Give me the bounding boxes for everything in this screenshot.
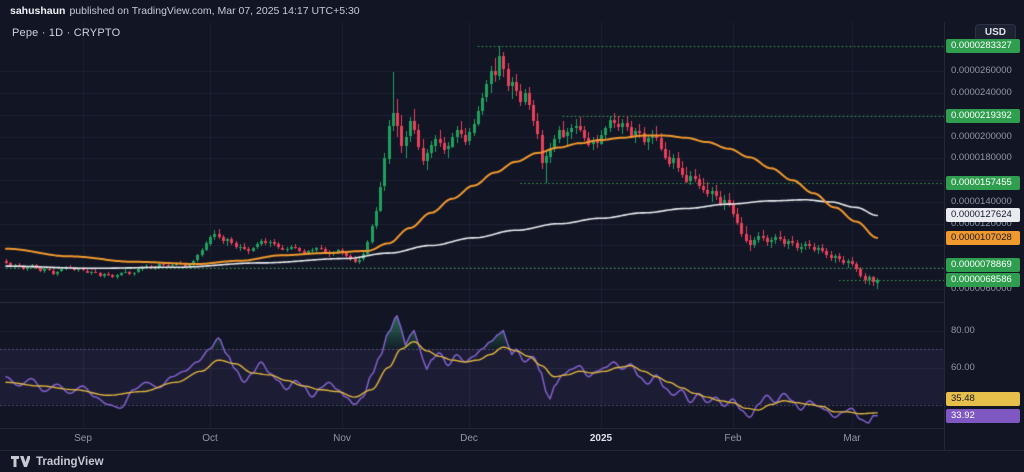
price-axis-label: 0.0000180000 xyxy=(951,152,1012,163)
chart-canvas[interactable] xyxy=(0,22,944,450)
price-axis-label: 0.0000260000 xyxy=(951,65,1012,76)
time-axis-label-sep: Sep xyxy=(74,433,92,444)
rsi-axis-label: 80.00 xyxy=(951,325,975,336)
price-axis-label: 0.0000060000 xyxy=(951,283,1012,294)
price-axis-label: 0.0000120000 xyxy=(951,218,1012,229)
price-axis[interactable]: USD 0.0000260000 0.0000240000 0.0000200000… xyxy=(944,0,1024,450)
attribution-text: published on TradingView.com, Mar 07, 20… xyxy=(69,5,360,17)
price-level-badge: 0.0000283327 xyxy=(946,39,1020,53)
price-axis-label: 0.0000140000 xyxy=(951,196,1012,207)
time-axis-label-oct: Oct xyxy=(202,433,218,444)
price-axis-label: 0.0000200000 xyxy=(951,131,1012,142)
ma-white-price-badge: 0.0000127624 xyxy=(946,208,1020,222)
price-level-badge: 0.0000157455 xyxy=(946,176,1020,190)
symbol-legend[interactable]: Pepe · 1D · CRYPTO xyxy=(12,27,121,39)
rsi-axis-label: 60.00 xyxy=(951,362,975,373)
time-axis-label-nov: Nov xyxy=(333,433,351,444)
time-axis-label-2025: 2025 xyxy=(589,433,613,444)
ma-orange-price-badge: 0.0000107028 xyxy=(946,231,1020,245)
rsi-ma-value-badge: 35.48 xyxy=(946,392,1020,406)
attribution-bar: sahushaun published on TradingView.com, … xyxy=(0,0,1024,22)
time-axis-label-dec: Dec xyxy=(460,433,478,444)
price-level-badge: 0.0000078869 xyxy=(946,258,1020,272)
price-axis-label: 0.0000240000 xyxy=(951,87,1012,98)
tradingview-logo-icon[interactable] xyxy=(10,455,30,468)
footer-bar: TradingView xyxy=(0,450,1024,472)
attribution-username: sahushaun xyxy=(10,5,66,17)
time-axis-label-mar: Mar xyxy=(843,433,861,444)
price-level-badge: 0.0000219392 xyxy=(946,109,1020,123)
tradingview-brand-text[interactable]: TradingView xyxy=(36,455,104,468)
last-price-badge: 0.0000068586 xyxy=(946,273,1020,287)
time-axis[interactable]: Sep Oct Nov Dec 2025 Feb Mar xyxy=(0,428,944,450)
time-axis-label-feb: Feb xyxy=(724,433,742,444)
rsi-value-badge: 33.92 xyxy=(946,409,1020,423)
